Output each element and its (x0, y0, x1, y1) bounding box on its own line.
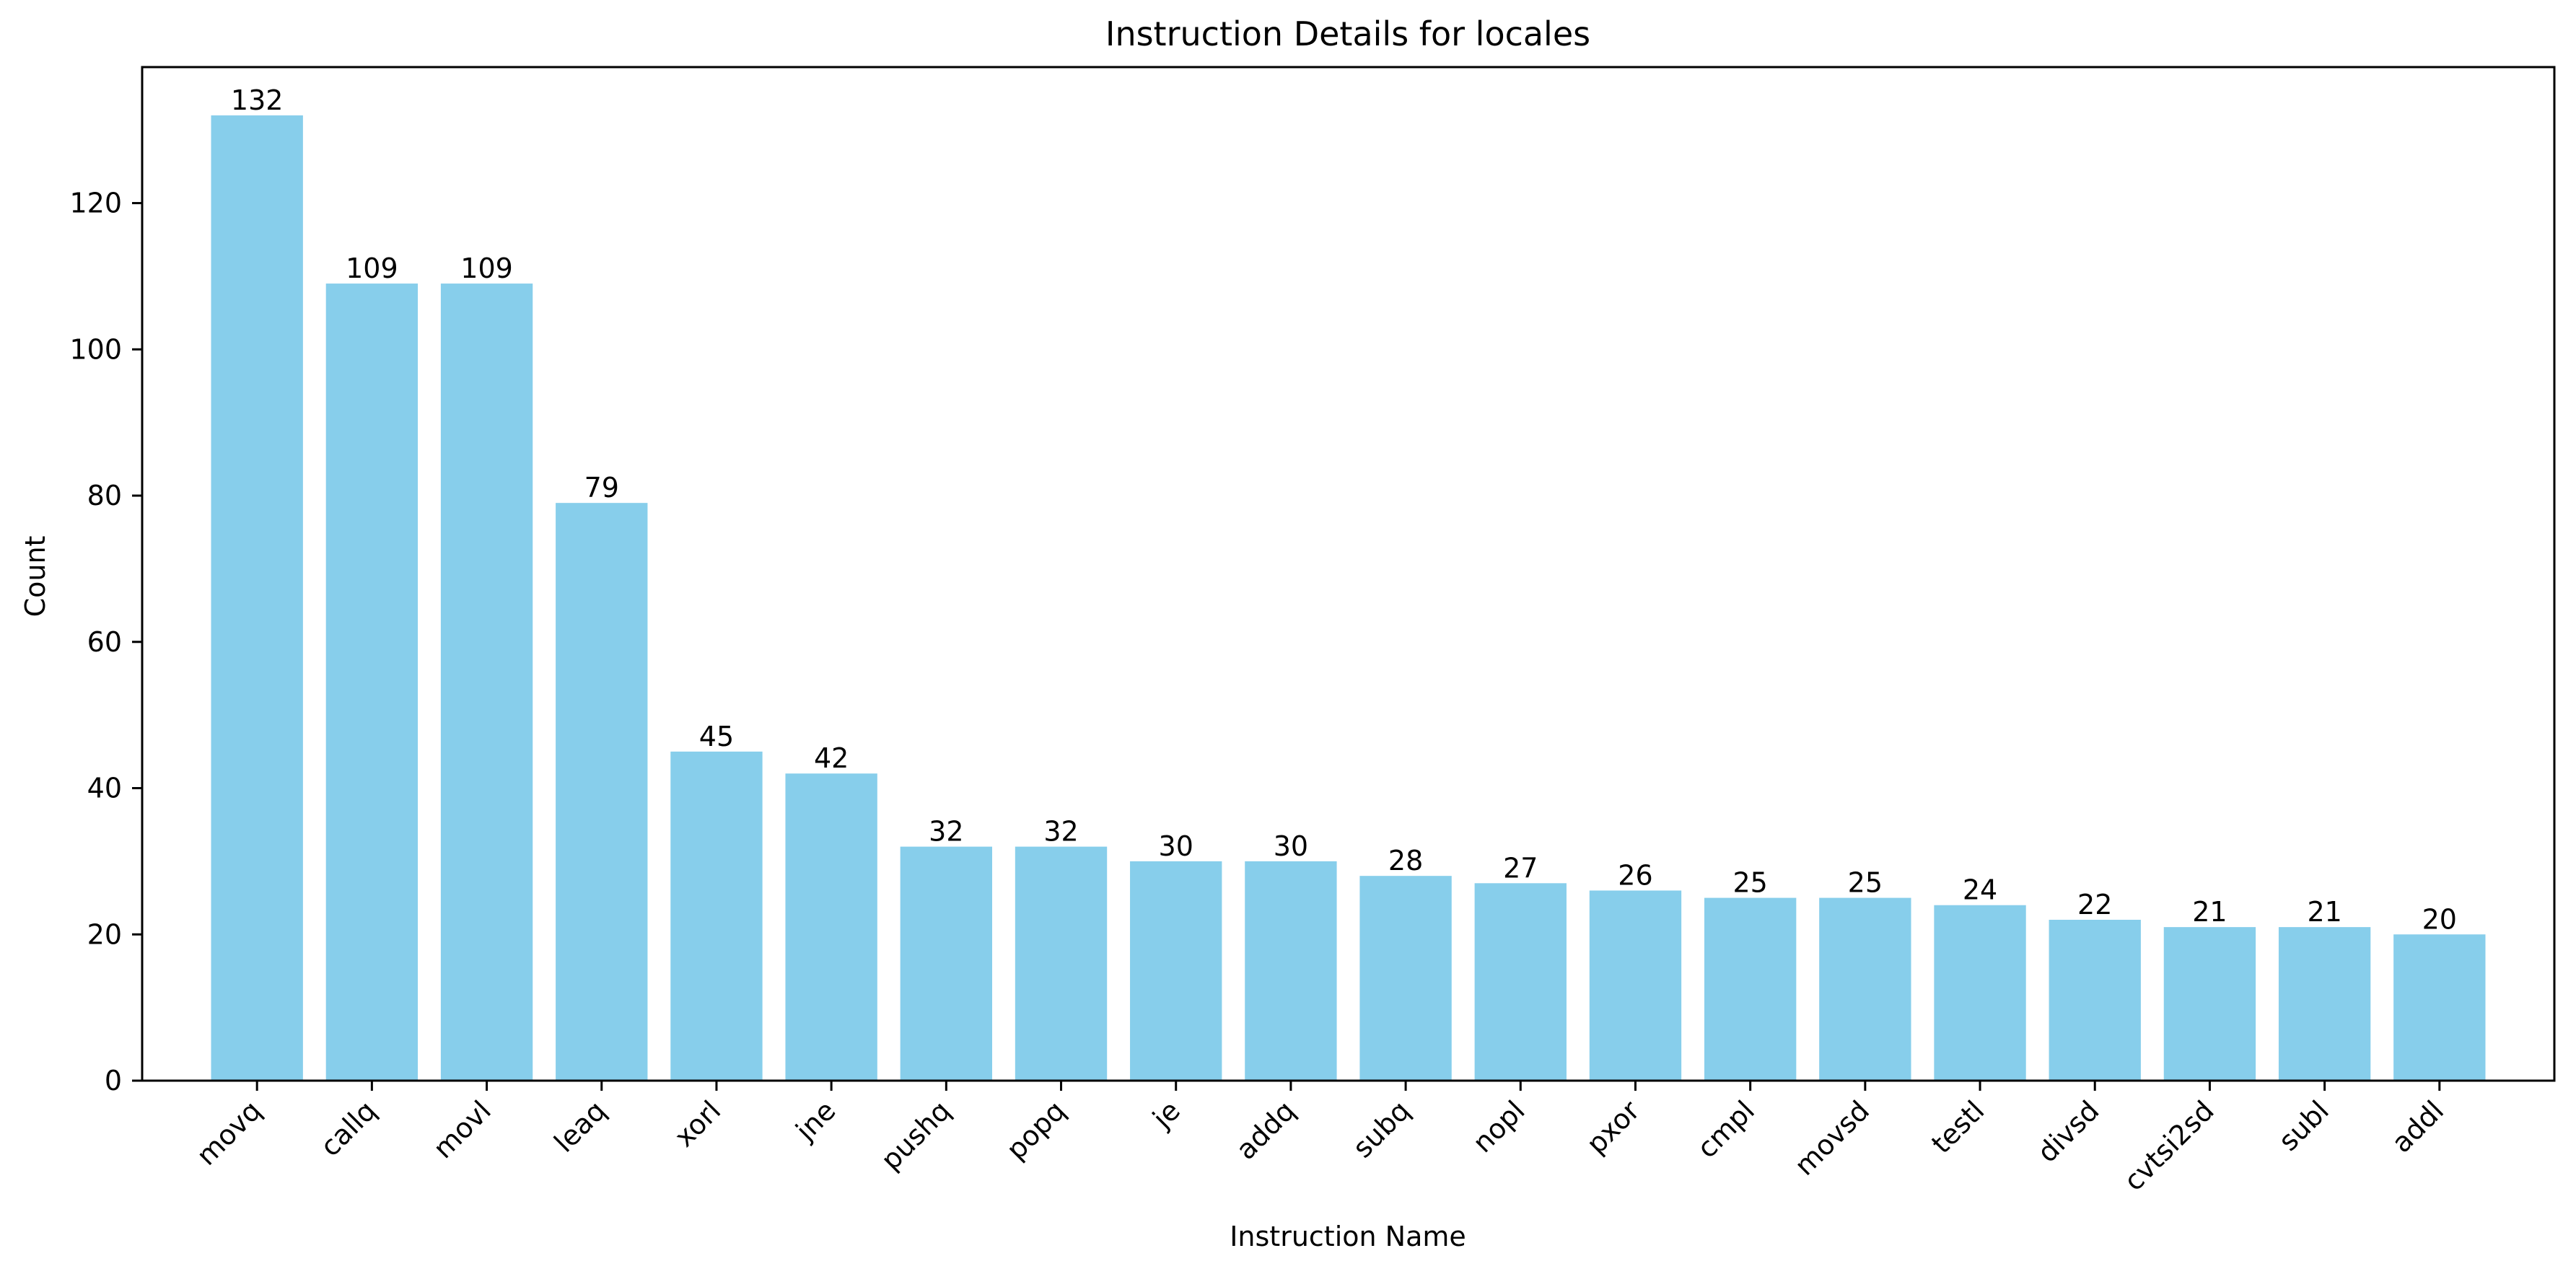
bar-cvtsi2sd (2163, 927, 2256, 1081)
chart-title: Instruction Details for locales (1105, 14, 1590, 53)
data-label-popq: 32 (1043, 816, 1078, 848)
data-label-pushq: 32 (929, 816, 963, 848)
data-label-movl: 109 (460, 252, 513, 284)
x-tick-label-movq: movq (190, 1094, 268, 1172)
x-tick-label-addl: addl (2386, 1094, 2450, 1159)
bar-testl (1934, 905, 2026, 1081)
bar-divsd (2049, 919, 2141, 1081)
x-tick-label-addq: addq (1230, 1094, 1302, 1166)
data-label-cmpl: 25 (1732, 867, 1767, 899)
bar-callq (325, 284, 419, 1081)
x-tick-label-je: je (1146, 1094, 1186, 1135)
y-tick-label-80: 80 (87, 480, 122, 511)
x-tick-label-cvtsi2sd: cvtsi2sd (2118, 1094, 2220, 1197)
bar-cmpl (1704, 897, 1797, 1081)
y-tick-label-60: 60 (87, 626, 122, 658)
y-tick-label-20: 20 (87, 918, 122, 950)
bar-addq (1245, 861, 1337, 1081)
bar-nopl (1474, 883, 1567, 1081)
plot-area-frame (141, 66, 2556, 1082)
x-tick-label-jne: jne (789, 1094, 842, 1147)
data-label-divsd: 22 (2077, 889, 2112, 921)
x-tick-label-callq: callq (314, 1094, 382, 1162)
data-label-subq: 28 (1388, 845, 1423, 877)
data-label-movsd: 25 (1848, 867, 1883, 899)
bar-je (1130, 861, 1222, 1081)
data-label-leaq: 79 (584, 472, 619, 504)
y-axis-label: Count (19, 536, 51, 618)
y-tick-label-100: 100 (69, 333, 122, 365)
bars-layer (211, 115, 2486, 1081)
x-tick-label-divsd: divsd (2031, 1094, 2106, 1169)
x-tick-label-nopl: nopl (1467, 1094, 1531, 1159)
bar-jne (785, 773, 877, 1081)
x-tick-label-testl: testl (1925, 1094, 1990, 1159)
x-tick-label-pxor: pxor (1580, 1094, 1646, 1160)
bar-movsd (1819, 897, 1911, 1081)
bar-addl (2393, 934, 2486, 1081)
bar-pushq (900, 846, 993, 1081)
data-label-callq: 109 (346, 252, 398, 284)
x-tick-label-movl: movl (427, 1094, 497, 1164)
x-axis-ticks: movq callq movl leaq xorl jne pushq popq je addq s… (190, 1081, 2450, 1197)
x-tick-label-subq: subq (1346, 1094, 1416, 1164)
bar-popq (1015, 846, 1108, 1081)
data-label-pxor: 26 (1618, 859, 1652, 891)
data-label-nopl: 27 (1503, 852, 1538, 884)
x-axis-label: Instruction Name (1230, 1221, 1466, 1252)
data-label-addl: 20 (2422, 903, 2457, 935)
data-label-je: 30 (1159, 830, 1193, 862)
x-tick-label-movsd: movsd (1789, 1094, 1876, 1182)
data-label-xorl: 45 (699, 721, 734, 752)
bar-movq (211, 115, 303, 1081)
bar-subl (2278, 927, 2371, 1081)
x-tick-label-subl: subl (2272, 1094, 2335, 1157)
y-tick-label-0: 0 (105, 1065, 122, 1097)
data-label-movq: 132 (231, 84, 284, 116)
y-axis-ticks: 0 20 40 60 80 100 120 (69, 188, 142, 1097)
y-tick-label-40: 40 (87, 773, 122, 804)
data-label-testl: 24 (1963, 874, 1997, 906)
bar-movl (440, 284, 533, 1081)
x-tick-label-cmpl: cmpl (1691, 1094, 1761, 1164)
x-tick-label-xorl: xorl (668, 1094, 727, 1153)
data-label-addq: 30 (1274, 830, 1308, 862)
x-tick-label-pushq: pushq (875, 1094, 956, 1176)
x-tick-label-leaq: leaq (548, 1094, 612, 1159)
bar-subq (1359, 876, 1452, 1081)
data-labels-layer: 132 109 109 79 45 42 32 32 30 30 28 27 26 25 25 24 22 21 2… (231, 84, 2457, 935)
bar-pxor (1589, 890, 1682, 1081)
y-tick-label-120: 120 (69, 188, 122, 219)
bar-xorl (670, 751, 763, 1081)
bar-leaq (556, 503, 648, 1081)
data-label-subl: 21 (2307, 896, 2341, 928)
data-label-jne: 42 (814, 742, 849, 774)
x-tick-label-popq: popq (1000, 1094, 1072, 1166)
data-label-cvtsi2sd: 21 (2192, 896, 2227, 928)
